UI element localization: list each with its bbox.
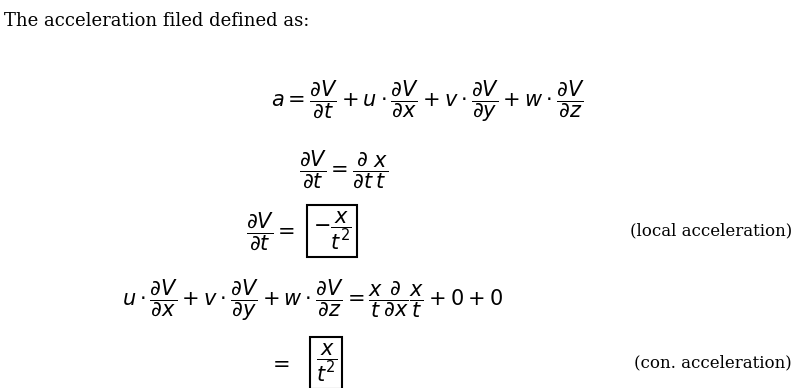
Text: The acceleration filed defined as:: The acceleration filed defined as:	[4, 12, 310, 29]
Text: $a = \dfrac{\partial V}{\partial t} + u \cdot \dfrac{\partial V}{\partial x} + v: $a = \dfrac{\partial V}{\partial t} + u …	[271, 78, 585, 124]
Text: (local acceleration): (local acceleration)	[630, 222, 792, 239]
Text: $-\dfrac{x}{t^2}$: $-\dfrac{x}{t^2}$	[313, 210, 351, 252]
Text: $\dfrac{x}{t^2}$: $\dfrac{x}{t^2}$	[316, 342, 337, 384]
Text: $=$: $=$	[268, 353, 289, 373]
Text: $\dfrac{\partial V}{\partial t} = \dfrac{\partial}{\partial t}\dfrac{x}{t}$: $\dfrac{\partial V}{\partial t} = \dfrac…	[299, 148, 389, 190]
Text: $u \cdot \dfrac{\partial V}{\partial x} + v \cdot \dfrac{\partial V}{\partial y}: $u \cdot \dfrac{\partial V}{\partial x} …	[122, 278, 502, 324]
Text: $\dfrac{\partial V}{\partial t} =$: $\dfrac{\partial V}{\partial t} =$	[246, 210, 295, 252]
Text: (con. acceleration): (con. acceleration)	[634, 354, 792, 371]
